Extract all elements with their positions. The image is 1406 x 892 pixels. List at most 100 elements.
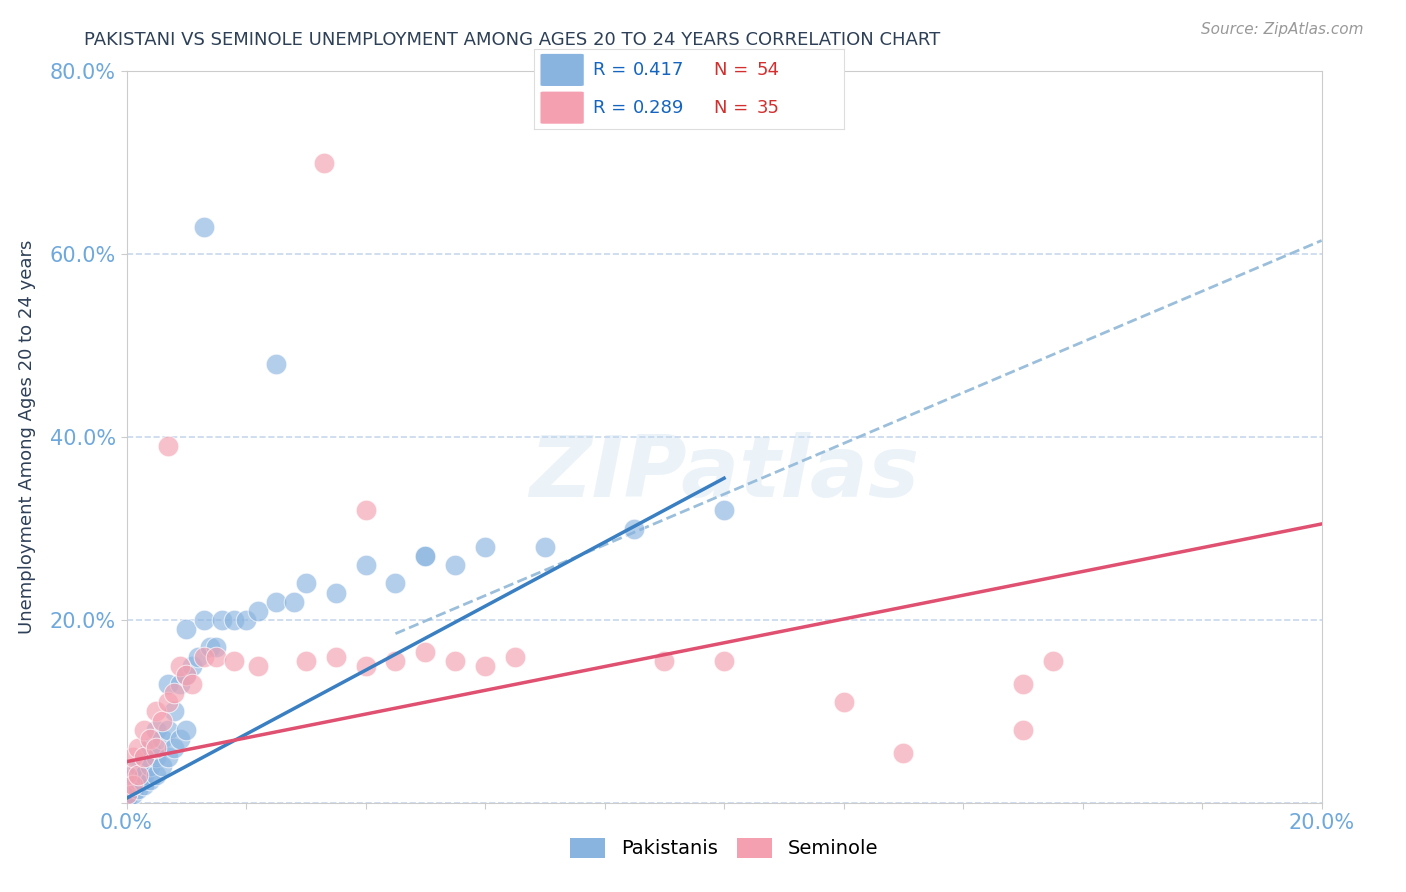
Point [415,645,437,659]
Point [157,750,180,764]
Point [205,649,228,664]
Point [139,772,162,787]
Point [325,649,347,664]
Point [115,787,138,801]
Point [1011,677,1033,691]
Point [139,759,162,773]
Point [503,649,526,664]
Point [174,667,197,681]
Point [127,759,149,773]
Point [121,750,143,764]
Point [115,796,138,810]
Point [283,594,305,608]
Point [169,658,191,673]
Point [145,723,167,737]
Point [193,649,215,664]
Point [534,540,557,554]
Point [264,594,287,608]
Text: ZIPatlas: ZIPatlas [529,432,920,516]
Y-axis label: Unemployment Among Ages 20 to 24 years: Unemployment Among Ages 20 to 24 years [18,240,37,634]
Point [893,746,915,760]
Point [444,558,467,573]
Point [127,772,149,787]
Text: 35: 35 [756,99,780,117]
Text: 54: 54 [756,61,780,78]
Text: R =: R = [593,61,633,78]
Point [152,714,174,728]
Point [134,768,156,782]
Point [157,677,180,691]
Text: R =: R = [593,99,633,117]
Text: Source: ZipAtlas.com: Source: ZipAtlas.com [1201,22,1364,37]
Legend: Pakistanis, Seminole: Pakistanis, Seminole [562,830,886,866]
Point [415,549,437,563]
Point [187,649,209,664]
Point [200,640,222,655]
Point [169,677,191,691]
Point [652,654,675,668]
Point [384,576,406,591]
Text: 0.289: 0.289 [633,99,685,117]
Point [174,723,197,737]
Point [134,750,156,764]
Point [115,782,138,797]
Point [157,695,180,709]
Point [264,357,287,371]
Point [121,778,143,792]
Point [139,740,162,755]
Point [163,686,186,700]
Point [444,654,467,668]
Point [115,791,138,805]
Point [121,778,143,792]
Point [152,731,174,746]
Point [193,613,215,627]
Point [181,677,204,691]
Point [163,740,186,755]
Point [354,658,377,673]
Point [1042,654,1064,668]
Point [235,613,257,627]
Point [145,705,167,719]
Point [145,768,167,782]
Point [174,622,197,636]
Point [145,750,167,764]
Point [174,667,197,681]
Point [163,705,186,719]
Point [127,740,149,755]
Point [157,439,180,453]
Point [354,558,377,573]
Point [312,156,335,170]
Point [121,768,143,782]
Point [222,613,246,627]
Text: PAKISTANI VS SEMINOLE UNEMPLOYMENT AMONG AGES 20 TO 24 YEARS CORRELATION CHART: PAKISTANI VS SEMINOLE UNEMPLOYMENT AMONG… [84,31,941,49]
Point [139,731,162,746]
Point [134,750,156,764]
Point [205,640,228,655]
Text: N =: N = [714,99,754,117]
Point [474,540,496,554]
Text: N =: N = [714,61,754,78]
Point [294,576,316,591]
Point [623,521,645,535]
Point [832,695,855,709]
Point [152,759,174,773]
Point [247,658,270,673]
Point [713,654,735,668]
Point [713,503,735,517]
Point [1011,723,1033,737]
Point [415,549,437,563]
Point [127,782,149,797]
Text: 0.417: 0.417 [633,61,685,78]
Point [474,658,496,673]
Point [325,585,347,599]
Point [127,768,149,782]
Point [115,772,138,787]
Point [115,768,138,782]
Point [193,219,215,234]
Point [157,723,180,737]
Point [354,503,377,517]
Point [222,654,246,668]
Point [145,740,167,755]
Point [247,604,270,618]
Point [121,787,143,801]
